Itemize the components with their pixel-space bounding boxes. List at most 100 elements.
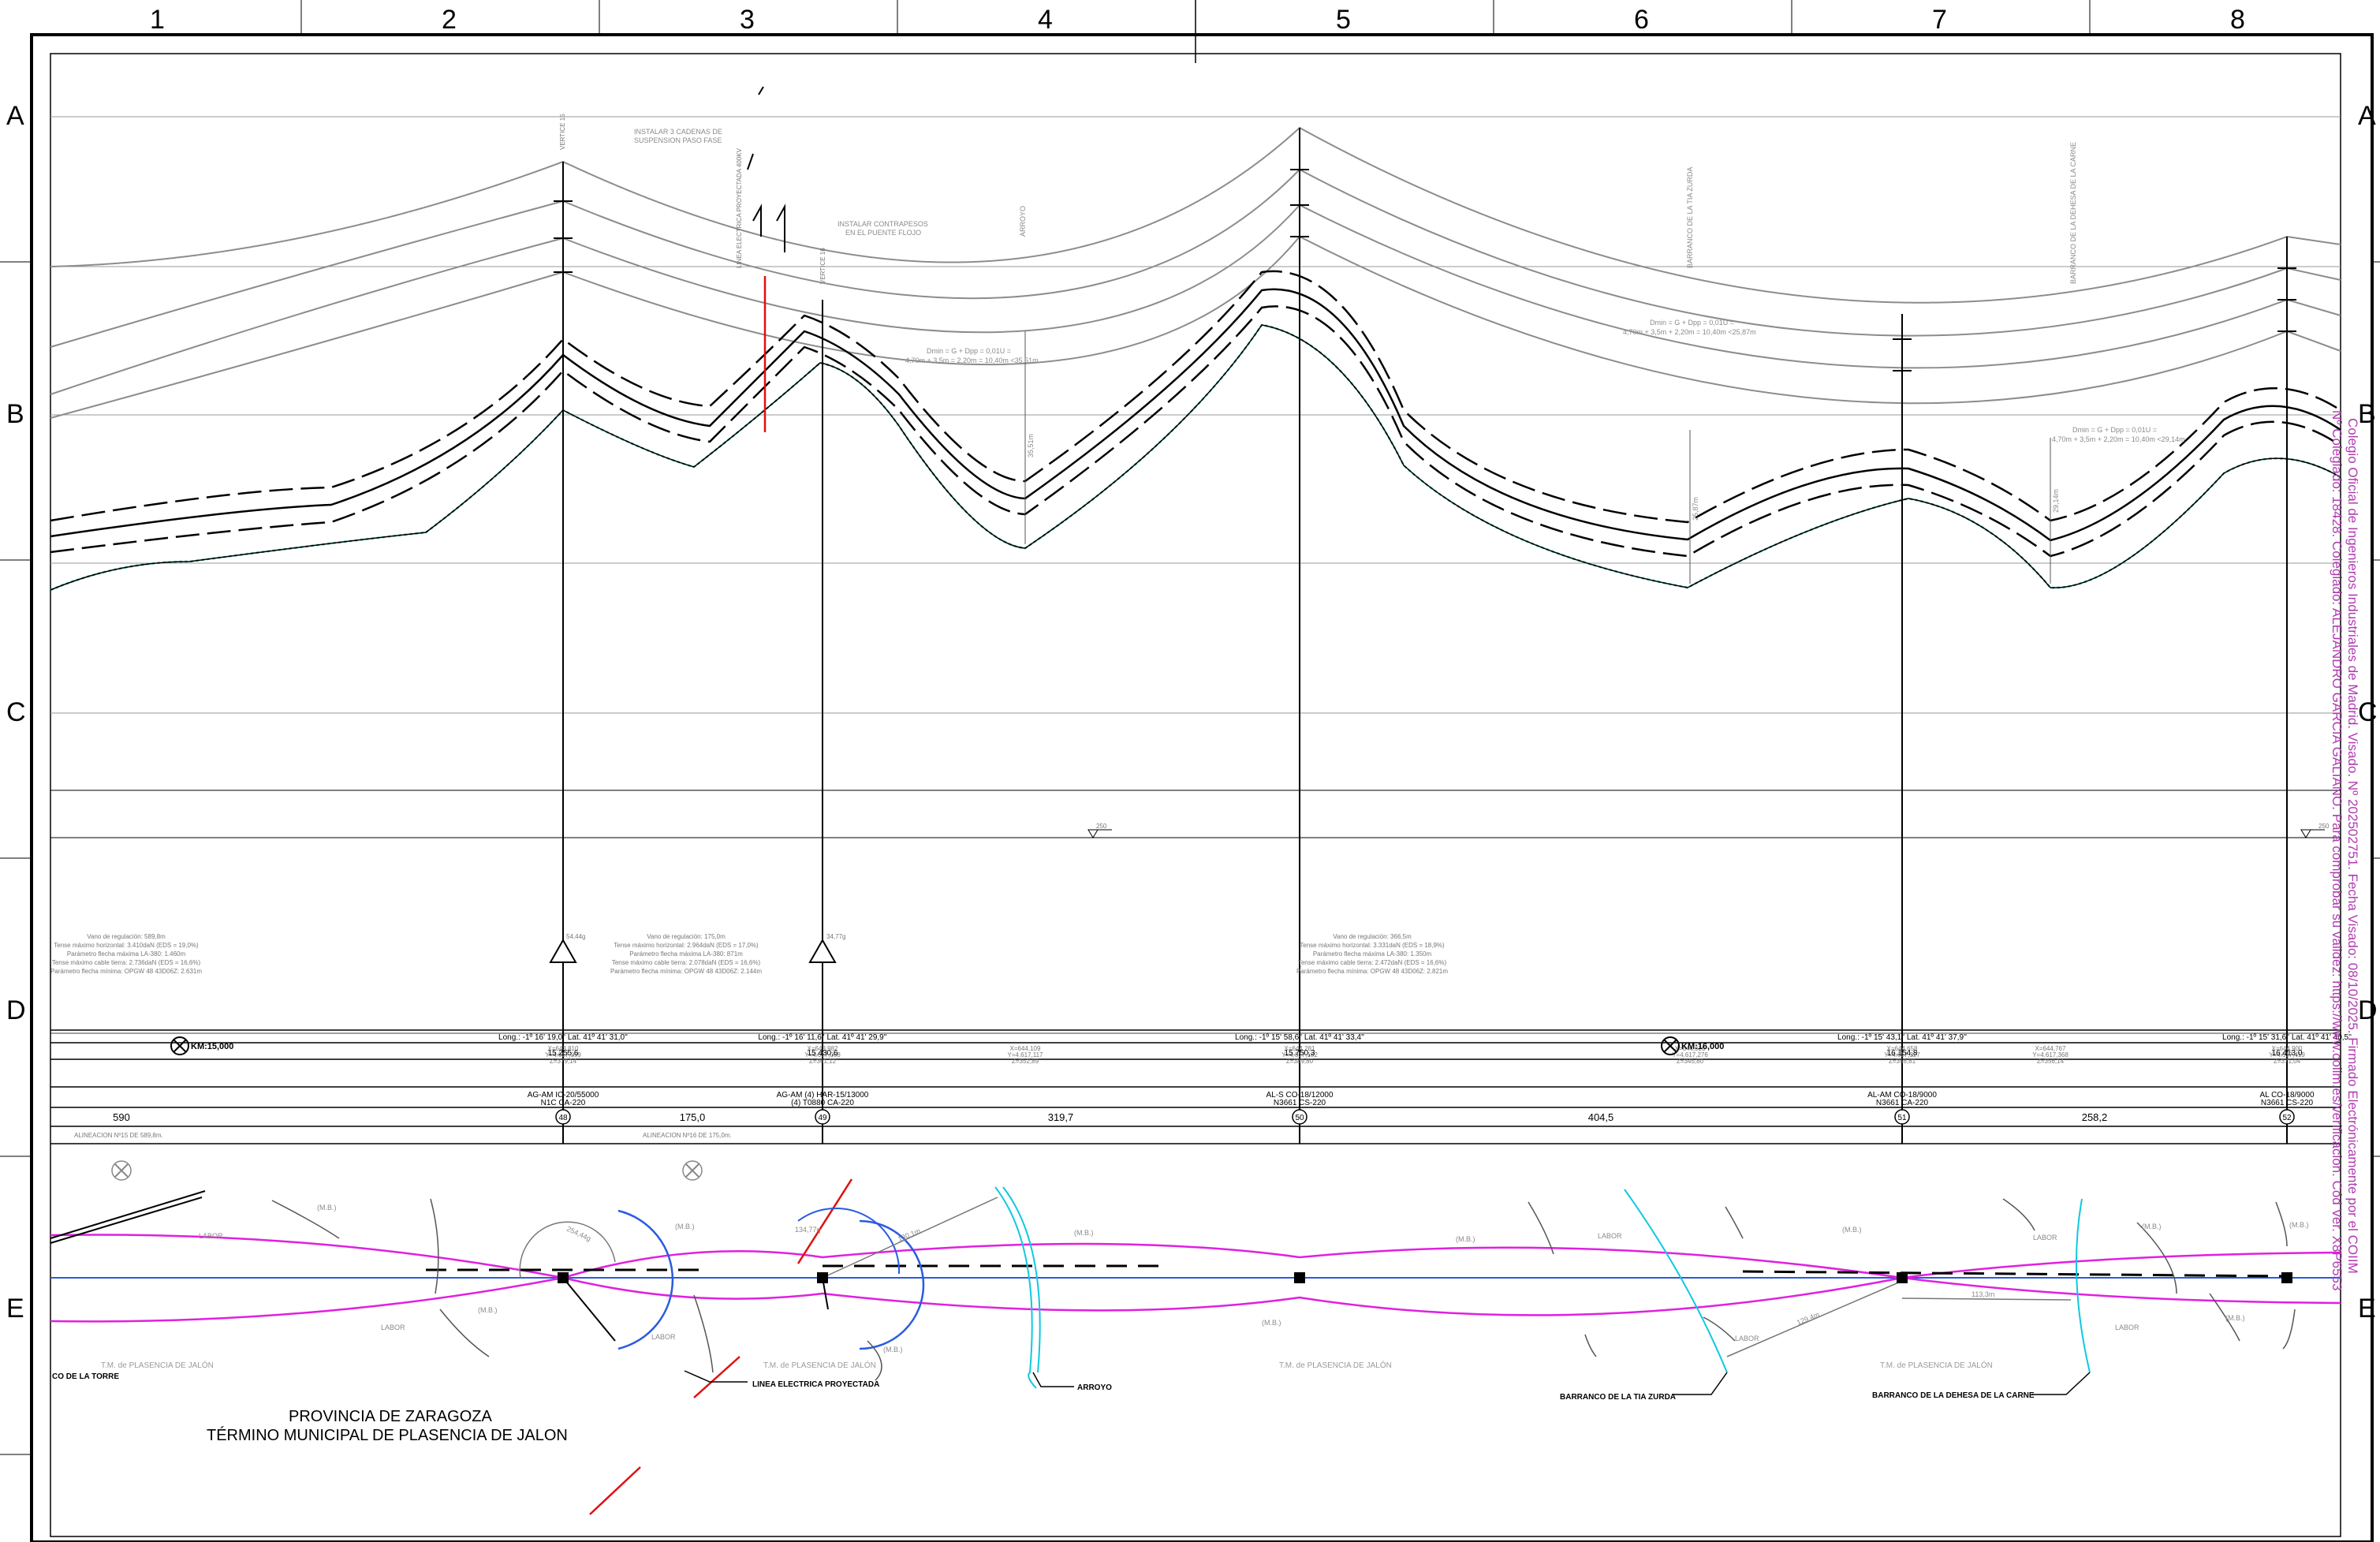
grid-col-4: 4	[1038, 5, 1053, 35]
grid-row-a-right: A	[2358, 101, 2376, 131]
tower-crossarms	[554, 169, 2296, 371]
span-note-right-1: Vano de regulación: 366,5m	[1333, 933, 1412, 940]
clearance-2-a: Dmin = G + Dpp = 0,01U =	[1650, 319, 1734, 327]
plan-labels: LABOR LABOR LABOR LABOR LABOR LABOR LABO…	[52, 1204, 2309, 1402]
coord-5-y: Y=4.617,276	[1672, 1051, 1708, 1058]
load-2-label: 34,77g	[826, 933, 845, 940]
coord-2-x: X=643,982	[808, 1045, 838, 1052]
span-note-left-1: Vano de regulación: 589,8m	[87, 933, 166, 940]
municipality-1: T.M. de PLASENCIA DE JALÓN	[101, 1360, 214, 1370]
grid-row-a-left: A	[6, 101, 24, 131]
coord-3-x: X=644,109	[1010, 1045, 1041, 1052]
visado-stamp-line-2: Nº Colegiado: 18428. Colegiado: ALEJANDR…	[2330, 410, 2345, 1290]
span-note-left-3: Parámetro flecha máxima LA-380: 1.460m	[67, 950, 186, 958]
span-note-middle-3: Parámetro flecha máxima LA-380: 871m	[629, 950, 743, 958]
mb-5: (M.B.)	[883, 1346, 903, 1353]
coord-5-z: Z=345,80	[1677, 1058, 1704, 1065]
grid-col-2: 2	[442, 5, 457, 35]
labor-3: LABOR	[651, 1333, 676, 1341]
projected-line-label-plan: LINEA ELECTRICA PROYECTADA	[752, 1380, 879, 1389]
labor-1: LABOR	[199, 1232, 223, 1240]
labor-4: LABOR	[1598, 1232, 1622, 1240]
mb-9: (M.B.)	[2142, 1223, 2162, 1230]
datum-1-label: 250	[1096, 823, 1107, 830]
coord-6-x: X=644,658	[1887, 1045, 1918, 1052]
grid-row-labels: A B C D E A B C D E	[6, 101, 2378, 1324]
chains-note-1: INSTALAR 3 CADENAS DE	[634, 128, 722, 136]
mb-8: (M.B.)	[1842, 1226, 1862, 1234]
datum-marker-1: 250	[1087, 823, 1112, 838]
span-note-middle-2: Tense máximo horizontal: 2.964daN (EDS =…	[614, 942, 759, 949]
tower-number-markers: 48 49 50 51 52	[555, 1109, 2295, 1125]
guitar-chainage-row: 15.255,6 15.430,6 15.750,3 16.154,8 16.4…	[548, 1049, 2303, 1058]
counterweights-note-2: EN EL PUENTE FLOJO	[845, 229, 921, 237]
coord-3-z: Z=352,89	[1012, 1058, 1039, 1065]
coord-2-y: Y=4.617,068	[804, 1051, 841, 1058]
labor-5: LABOR	[1735, 1335, 1759, 1342]
chains-note-2: SUSPENSION PASO FASE	[634, 136, 722, 144]
tower-type-49-b: (4) T0880 CA-220	[791, 1099, 854, 1107]
tower-48: 48	[558, 1114, 568, 1122]
geo-49: Long.: -1º 16' 11,6'' Lat. 41º 41' 29,9'…	[758, 1033, 886, 1042]
angle-1-label: 254,44g	[565, 1225, 592, 1243]
datum-2-label: 250	[2318, 823, 2330, 830]
coord-1-z: Z=379,14	[550, 1058, 577, 1065]
crossing-marks	[747, 86, 785, 252]
geo-50: Long.: -1º 15' 58,6'' Lat. 41º 41' 33,4'…	[1235, 1033, 1364, 1042]
chainage-50: 15.750,3	[1285, 1049, 1315, 1058]
chainage-49: 15.430,6	[808, 1049, 838, 1058]
labor-2: LABOR	[381, 1324, 405, 1331]
coord-7-x: X=644,767	[2035, 1045, 2066, 1052]
grid-col-3: 3	[740, 5, 755, 35]
guitar-geo-row: Long.: -1º 16' 19,0'' Lat. 41º 41' 31,0'…	[498, 1033, 2352, 1042]
grid-column-labels: 1 2 3 4 5 6 7 8	[150, 5, 2245, 35]
dim-3-label: 113,3m	[1972, 1290, 1994, 1298]
arroyo-vertical-label: ARROYO	[1019, 206, 1027, 237]
span-404: 404,5	[1588, 1111, 1614, 1123]
projected-line-label: LINEA ELECTRICA PROYECTADA 400KV	[736, 147, 743, 268]
span-note-right-4: Tense máximo cable tierra: 2.472daN (EDS…	[1298, 959, 1447, 966]
tower-type-52-a: AL CO-18/9000	[2259, 1091, 2315, 1100]
span-note-left-4: Tense máximo cable tierra: 2.736daN (EDS…	[52, 959, 201, 966]
coord-4-z: Z=389,80	[1286, 1058, 1314, 1065]
mb-6: (M.B.)	[1262, 1319, 1281, 1327]
coord-8-z: Z=371,04	[2274, 1058, 2301, 1065]
distance-1: 35,51m	[1027, 434, 1035, 457]
chainage-48: 15.255,6	[548, 1049, 579, 1058]
coord-2-z: Z=361,12	[809, 1058, 837, 1065]
dim-2-label: 129,4m	[1796, 1310, 1821, 1327]
conductor-swing-lines	[50, 270, 2341, 558]
mb-2: (M.B.)	[478, 1306, 498, 1314]
span-note-right-2: Tense máximo horizontal: 3.331daN (EDS =…	[1300, 942, 1445, 949]
labor-7: LABOR	[2115, 1324, 2139, 1331]
municipality-3: T.M. de PLASENCIA DE JALÓN	[1279, 1360, 1392, 1370]
km-15-label: KM:15,000	[191, 1042, 233, 1051]
barranco-tia-label-plan: BARRANCO DE LA TIA ZURDA	[1560, 1393, 1676, 1402]
span-319: 319,7	[1048, 1111, 1074, 1123]
tower-52: 52	[2282, 1114, 2292, 1122]
tower-type-51-a: AL-AM CO-18/9000	[1867, 1091, 1937, 1100]
distance-3: 29,14m	[2052, 489, 2060, 513]
datum-marker-2: 250	[2300, 823, 2330, 838]
tower-50: 50	[1295, 1114, 1304, 1122]
mb-11: (M.B.)	[2289, 1221, 2309, 1229]
coord-7-z: Z=356,14	[2037, 1058, 2065, 1065]
mb-1: (M.B.)	[317, 1204, 337, 1212]
municipality-2: T.M. de PLASENCIA DE JALÓN	[763, 1360, 876, 1370]
coord-8-x: X=644,900	[2272, 1045, 2303, 1052]
arroyo-label-plan: ARROYO	[1077, 1383, 1112, 1392]
guitar-tower-types: AG-AM IC-20/55000 N1C CA-220 AG-AM (4) H…	[528, 1091, 2315, 1107]
span-note-right-5: Parámetro flecha mínima: OPGW 48 43D06Z:…	[1296, 968, 1448, 975]
torre-label: CO DE LA TORRE	[52, 1372, 119, 1381]
tower-51: 51	[1897, 1114, 1907, 1122]
tower-type-48-b: N1C CA-220	[541, 1099, 586, 1107]
grid-row-d-left: D	[6, 995, 26, 1025]
grid-row-b-left: B	[6, 399, 24, 429]
chainage-51: 16.154,8	[1887, 1049, 1918, 1058]
clearance-3-a: Dmin = G + Dpp = 0,01U =	[2072, 426, 2157, 434]
span-note-middle-4: Tense máximo cable tierra: 2.078daN (EDS…	[612, 959, 761, 966]
municipality-title: TÉRMINO MUNICIPAL DE PLASENCIA DE JALON	[207, 1426, 568, 1444]
elevation-gridlines	[50, 116, 2341, 838]
